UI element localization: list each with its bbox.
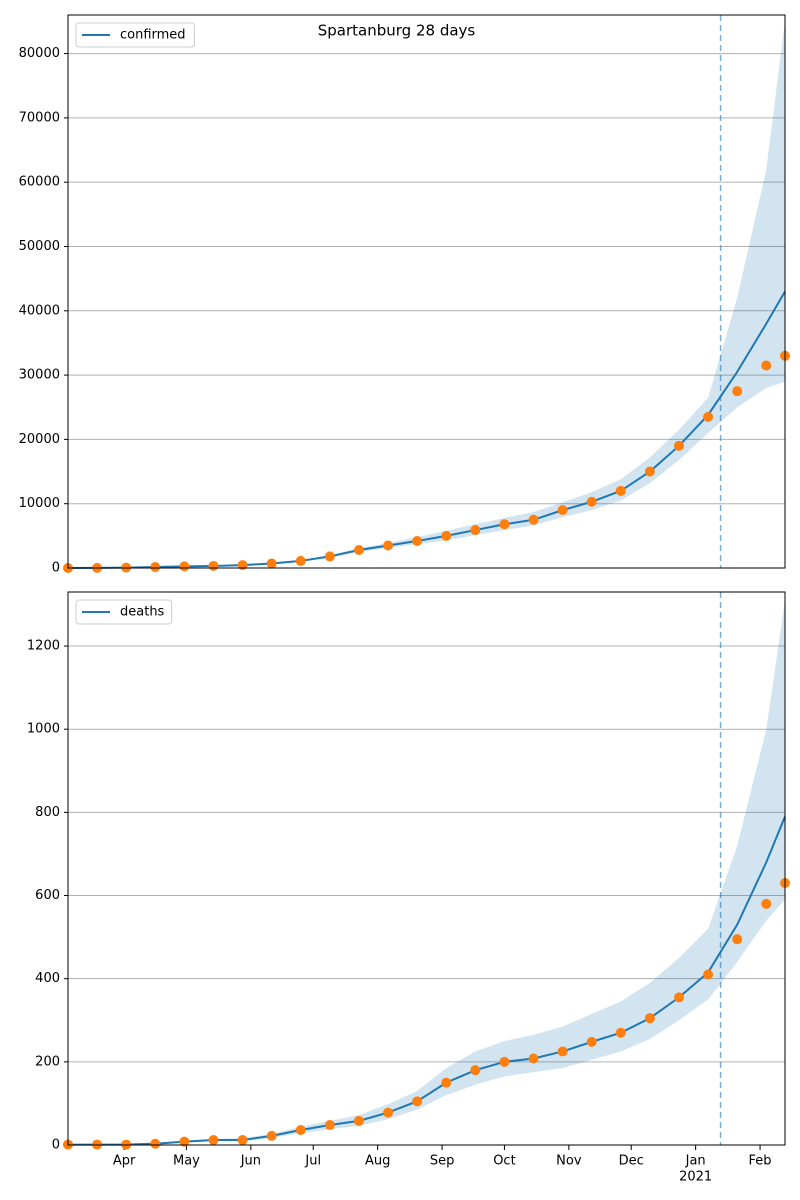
- y-tick-label: 0: [52, 561, 60, 576]
- x-tick-label: Aug: [365, 1154, 390, 1169]
- observed-point: [353, 544, 364, 555]
- y-tick-label: 600: [35, 888, 60, 903]
- observed-point: [761, 360, 772, 371]
- legend-label: confirmed: [120, 28, 186, 43]
- observed-point: [383, 540, 394, 551]
- observed-point: [615, 485, 626, 496]
- uncertainty-band: [68, 600, 785, 1145]
- y-tick-label: 1200: [27, 639, 60, 654]
- observed-point: [237, 560, 248, 571]
- x-tick-label: May: [173, 1154, 200, 1169]
- observed-point: [266, 1130, 277, 1141]
- y-tick-label: 60000: [19, 175, 60, 190]
- observed-point: [703, 411, 714, 422]
- y-tick-label: 0: [52, 1138, 60, 1153]
- observed-point: [644, 1013, 655, 1024]
- y-tick-label: 30000: [19, 368, 60, 383]
- observed-point: [179, 561, 190, 572]
- observed-point: [441, 530, 452, 541]
- observed-point: [470, 1065, 481, 1076]
- x-tick-label: Jan: [685, 1154, 706, 1169]
- y-tick-label: 800: [35, 805, 60, 820]
- observed-point: [703, 969, 714, 980]
- observed-point: [644, 466, 655, 477]
- x-tick-label: Dec: [619, 1154, 644, 1169]
- observed-point: [237, 1135, 248, 1146]
- observed-point: [441, 1077, 452, 1088]
- observed-point: [412, 1096, 423, 1107]
- observed-point: [295, 1125, 306, 1136]
- x-tick-label: Jul: [304, 1154, 321, 1169]
- uncertainty-band: [68, 21, 785, 568]
- y-tick-label: 400: [35, 971, 60, 986]
- observed-point: [499, 1056, 510, 1067]
- legend-label: deaths: [120, 605, 165, 620]
- chart-title: Spartanburg 28 days: [318, 22, 476, 40]
- observed-point: [383, 1107, 394, 1118]
- observed-point: [179, 1136, 190, 1147]
- plot-frame: [67, 14, 786, 569]
- y-tick-label: 40000: [19, 303, 60, 318]
- observed-point: [557, 505, 568, 516]
- plot-frame: [67, 591, 786, 1146]
- legend-box: [75, 22, 195, 48]
- model-line: [67, 290, 786, 569]
- y-tick-label: 70000: [19, 110, 60, 125]
- observed-point: [208, 1135, 219, 1146]
- observed-point: [615, 1027, 626, 1038]
- observed-point: [353, 1115, 364, 1126]
- observed-point: [557, 1046, 568, 1057]
- observed-point: [528, 514, 539, 525]
- y-tick-label: 10000: [19, 496, 60, 511]
- x-tick-label: Apr: [113, 1154, 136, 1169]
- x-tick-label: Jun: [240, 1154, 261, 1169]
- y-tick-label: 20000: [19, 432, 60, 447]
- observed-point: [266, 558, 277, 569]
- observed-point: [470, 525, 481, 536]
- observed-point: [586, 1036, 597, 1047]
- x-tick-label: Oct: [493, 1154, 515, 1169]
- observed-point: [674, 992, 685, 1003]
- observed-point: [499, 519, 510, 530]
- x-year-label: 2021: [679, 1170, 712, 1185]
- observed-point: [586, 496, 597, 507]
- observed-point: [208, 560, 219, 571]
- observed-point: [324, 551, 335, 562]
- observed-point: [761, 898, 772, 909]
- y-tick-label: 200: [35, 1054, 60, 1069]
- observed-point: [674, 440, 685, 451]
- observed-point: [528, 1053, 539, 1064]
- observed-point: [295, 555, 306, 566]
- y-tick-label: 50000: [19, 239, 60, 254]
- observed-point: [150, 562, 161, 573]
- y-tick-label: 1000: [27, 722, 60, 737]
- observed-point: [412, 535, 423, 546]
- x-tick-label: Nov: [556, 1154, 582, 1169]
- observed-point: [732, 934, 743, 945]
- observed-point: [732, 386, 743, 397]
- legend-box: [75, 599, 173, 625]
- x-tick-label: Feb: [749, 1154, 772, 1169]
- observed-point: [150, 1138, 161, 1149]
- y-tick-label: 80000: [19, 46, 60, 61]
- x-tick-label: Sep: [430, 1154, 455, 1169]
- observed-point: [324, 1120, 335, 1131]
